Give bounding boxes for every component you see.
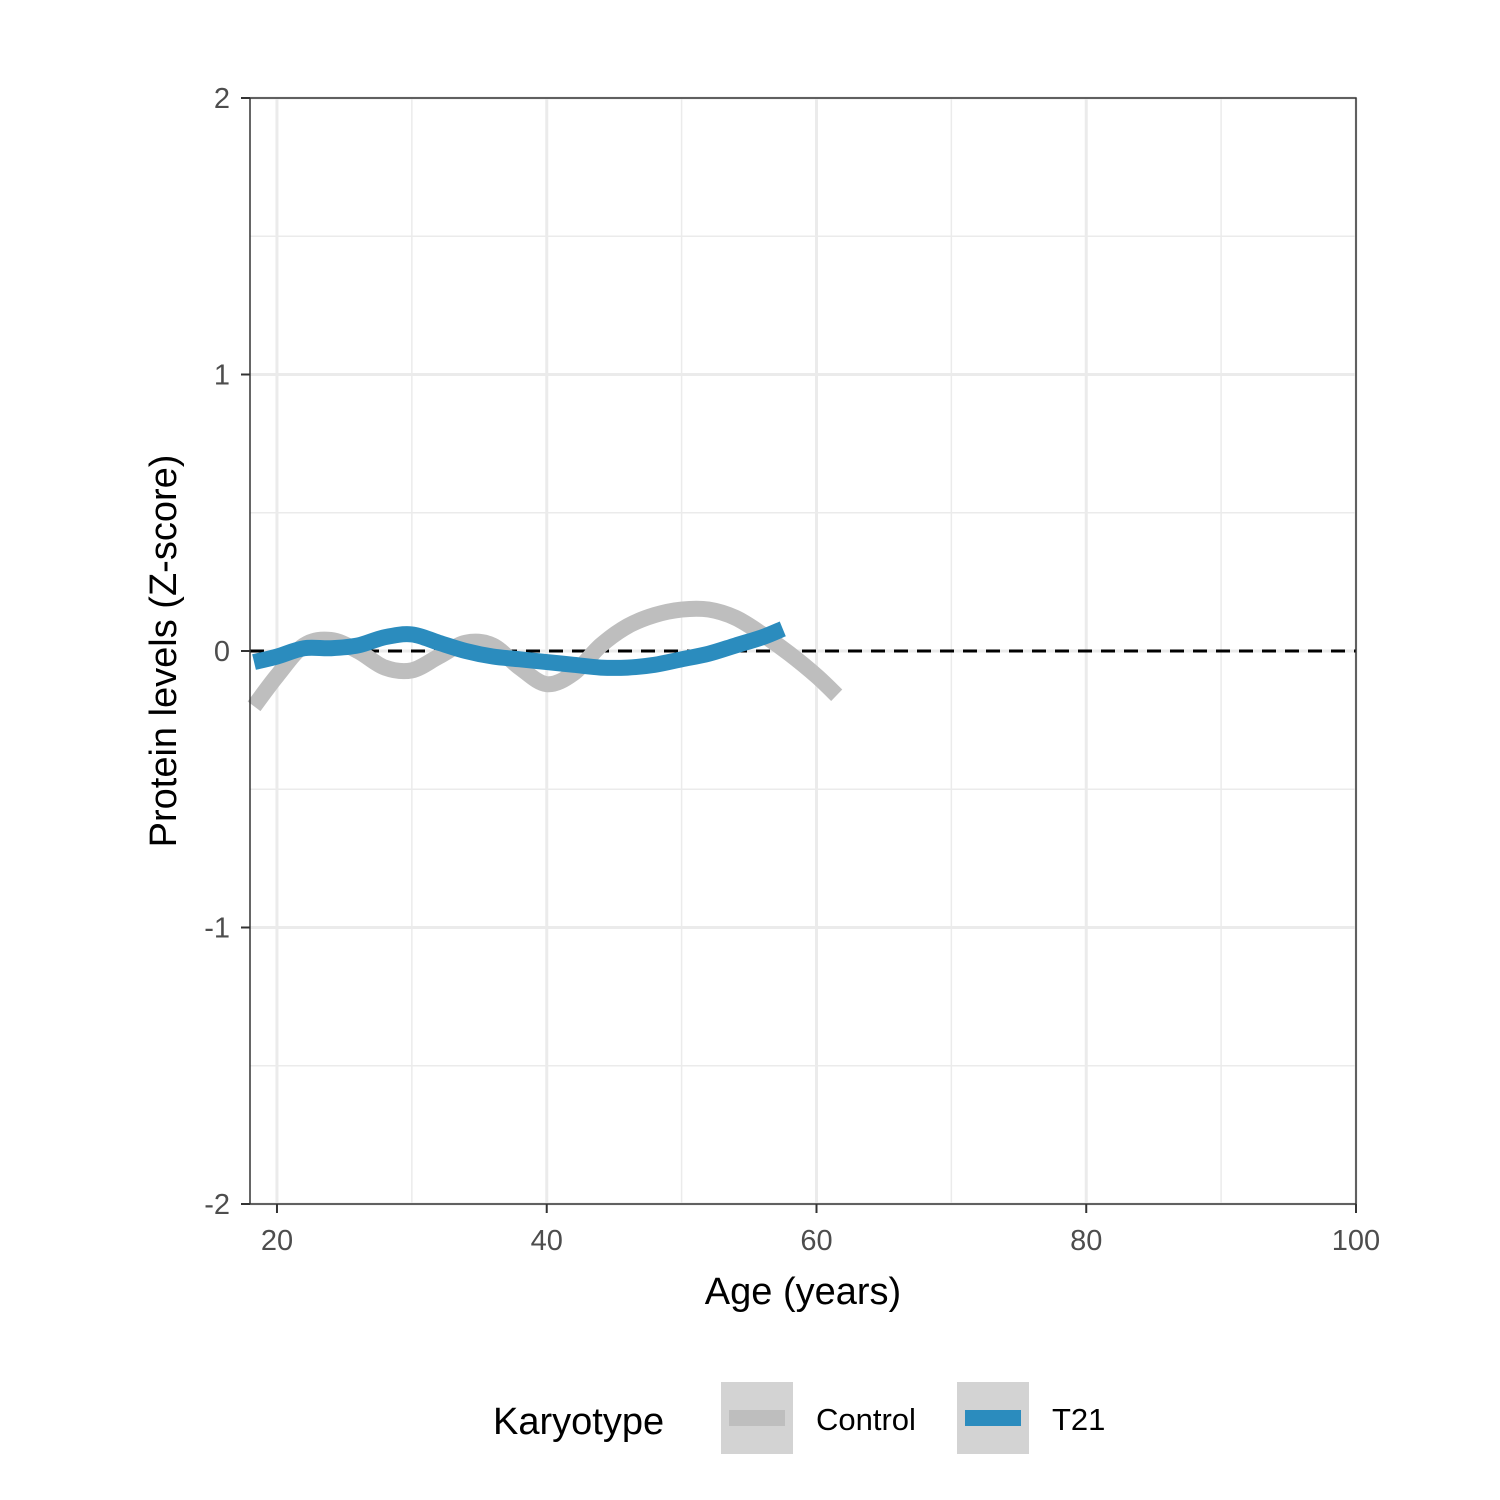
- y-tick-label: -2: [204, 1189, 230, 1221]
- x-tick-label: 20: [261, 1225, 293, 1257]
- legend-label-control: Control: [816, 1402, 916, 1437]
- y-axis-title: Protein levels (Z-score): [143, 455, 185, 848]
- x-tick-label: 40: [531, 1225, 563, 1257]
- axes: 20 40 60 80 100 -2 -1 0 1 2: [204, 83, 1380, 1257]
- legend: Karyotype Control T21: [493, 1382, 1105, 1454]
- y-tick-label: 0: [214, 636, 230, 668]
- y-tick-label: -1: [204, 913, 230, 945]
- legend-label-t21: T21: [1052, 1402, 1105, 1437]
- x-tick-label: 80: [1070, 1225, 1102, 1257]
- series-line-t21: [252, 621, 786, 676]
- x-axis-title: Age (years): [705, 1271, 901, 1313]
- x-tick-label: 60: [800, 1225, 832, 1257]
- y-tick-label: 2: [214, 83, 230, 115]
- y-tick-label: 1: [214, 360, 230, 392]
- legend-title: Karyotype: [493, 1401, 664, 1443]
- series-layer: [247, 600, 843, 712]
- x-tick-label: 100: [1332, 1225, 1380, 1257]
